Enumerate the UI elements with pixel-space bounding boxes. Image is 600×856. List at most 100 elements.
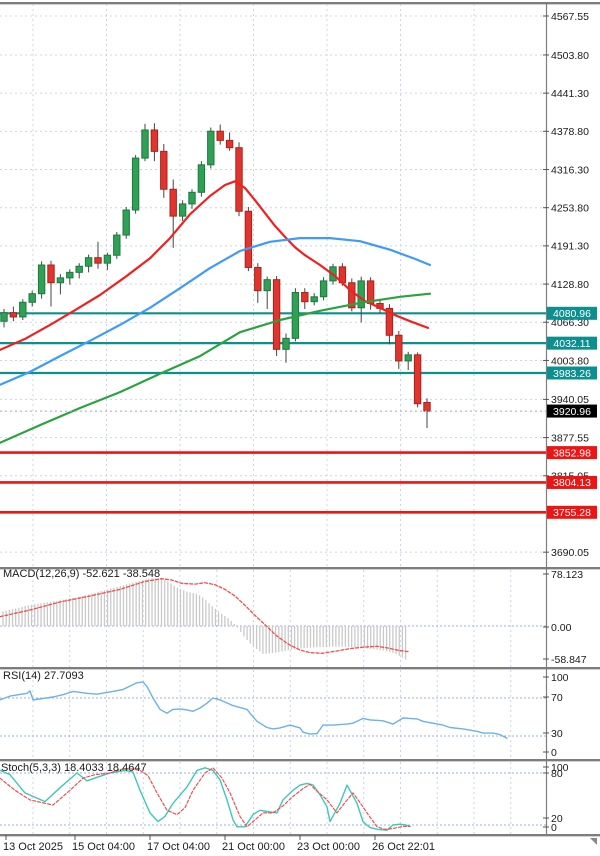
ma-mid-blue xyxy=(0,237,432,386)
candle-up xyxy=(263,279,271,292)
candle-up xyxy=(282,337,290,350)
rsi-axis-label: 70 xyxy=(551,692,563,704)
candle-up xyxy=(357,280,365,309)
time-axis-label: 15 Oct 04:00 xyxy=(72,841,135,853)
price-axis-label: 4441.30 xyxy=(551,88,589,100)
price-axis-label: 4066.30 xyxy=(551,317,589,329)
price-axis-label: 4567.55 xyxy=(551,11,589,23)
candle-up xyxy=(188,191,196,205)
macd-indicator-label: MACD(12,26,9) -52.621 -38.548 xyxy=(3,568,161,580)
price-axis-label: 4128.80 xyxy=(551,279,589,291)
level-badge-teal xyxy=(547,306,597,320)
macd-axis-label: -58.847 xyxy=(551,654,587,666)
current-price-badge-text: 3920.96 xyxy=(553,406,591,418)
candle-up xyxy=(310,296,318,303)
time-axis: 13 Oct 2025 15 Oct 04:00 17 Oct 04:00 21 Oc… xyxy=(3,835,597,853)
stoch-axis-label: 100 xyxy=(551,762,569,774)
macd-axis-label: 78.123 xyxy=(551,569,583,581)
rsi-line xyxy=(0,681,508,739)
stoch-axis-label: 80 xyxy=(551,768,563,780)
candle-up xyxy=(19,301,27,318)
candle-down xyxy=(254,266,262,292)
candle-down xyxy=(235,147,243,212)
stoch-indicator-label: Stoch(5,3,3) 18.4033 18.4647 xyxy=(1,762,147,774)
candle-up xyxy=(207,130,215,166)
candle-up xyxy=(319,280,328,298)
level-badge-teal-text: 4032.11 xyxy=(553,338,590,350)
level-badge-red-text: 3852.98 xyxy=(553,447,591,459)
price-axis: 4567.55 4503.80 4441.30 4378.80 4316.30 4253.… xyxy=(543,11,597,834)
candle-up xyxy=(113,234,121,256)
price-axis-label: 4503.80 xyxy=(551,50,589,62)
level-badge-teal xyxy=(547,366,597,380)
candle-down xyxy=(272,279,281,350)
rsi-axis-label: 100 xyxy=(551,672,569,684)
candle-down xyxy=(244,210,253,268)
candle-down xyxy=(348,282,356,309)
candle-down xyxy=(160,150,168,190)
stoch-axis-label: 20 xyxy=(551,813,563,825)
time-axis-label: 26 Oct 22:01 xyxy=(372,841,435,853)
candle-up xyxy=(56,277,65,284)
candle-up xyxy=(178,203,187,217)
rsi-pane xyxy=(0,670,546,759)
price-axis-label: 3877.55 xyxy=(551,432,589,444)
level-badge-teal-text: 4080.96 xyxy=(553,308,591,320)
level-badge-red-text: 3804.13 xyxy=(553,477,591,489)
macd-signal-line xyxy=(0,578,409,654)
price-axis-label: 4003.80 xyxy=(551,355,589,367)
level-badge-red xyxy=(547,446,597,460)
stoch-k-line xyxy=(0,767,411,831)
current-price-badge xyxy=(547,404,597,418)
candle-down xyxy=(423,401,431,412)
macd-axis-label: 0.00 xyxy=(551,622,572,634)
candle-up xyxy=(141,129,149,159)
ma-slow-green xyxy=(0,292,432,444)
ma-fast-red xyxy=(0,180,430,351)
candle-up xyxy=(197,164,206,193)
candle-up xyxy=(103,254,112,264)
candle-down xyxy=(413,354,422,405)
candle-up xyxy=(122,209,130,236)
level-badge-red-text: 3755.28 xyxy=(553,507,591,519)
price-axis-label: 4191.30 xyxy=(551,241,589,253)
price-axis-label: 3690.05 xyxy=(551,547,589,559)
price-axis-label: 4253.80 xyxy=(551,203,589,215)
candle-down xyxy=(395,334,403,362)
candle-down xyxy=(385,307,394,336)
candle-up xyxy=(28,293,36,303)
candle-down xyxy=(225,139,234,149)
level-badge-red xyxy=(547,475,597,489)
rsi-axis-label: 0 xyxy=(551,747,557,759)
candle-down xyxy=(169,188,177,217)
candle-up xyxy=(75,265,83,273)
rsi-axis-label: 30 xyxy=(551,728,563,740)
candle-down xyxy=(301,292,309,303)
stoch-d-line xyxy=(0,767,411,830)
candle-down xyxy=(9,312,18,318)
candle-down xyxy=(94,257,102,264)
rsi-indicator-label: RSI(14) 27.7093 xyxy=(3,670,84,682)
price-axis-label: 4378.80 xyxy=(551,126,589,138)
stoch-axis-label: 0 xyxy=(551,822,557,834)
time-axis-label: 23 Oct 00:00 xyxy=(297,841,360,853)
time-axis-label: 13 Oct 2025 xyxy=(3,841,63,853)
scroll-to-end-marker xyxy=(590,838,597,845)
candle-down xyxy=(150,129,159,152)
time-axis-label: 17 Oct 04:00 xyxy=(147,841,210,853)
candle-up xyxy=(37,264,46,295)
price-axis-label: 4316.30 xyxy=(551,164,589,176)
macd-pane xyxy=(0,570,546,667)
candle-up xyxy=(0,312,8,322)
main-price-pane xyxy=(0,4,546,567)
level-badge-teal-text: 3983.26 xyxy=(553,368,591,380)
candle-down xyxy=(47,264,55,284)
candle-up xyxy=(66,271,74,279)
level-badge-red xyxy=(547,505,597,519)
pane-borders xyxy=(0,2,600,837)
stoch-pane xyxy=(0,762,546,834)
time-axis-label: 21 Oct 00:00 xyxy=(222,841,285,853)
candle-up xyxy=(131,157,140,211)
